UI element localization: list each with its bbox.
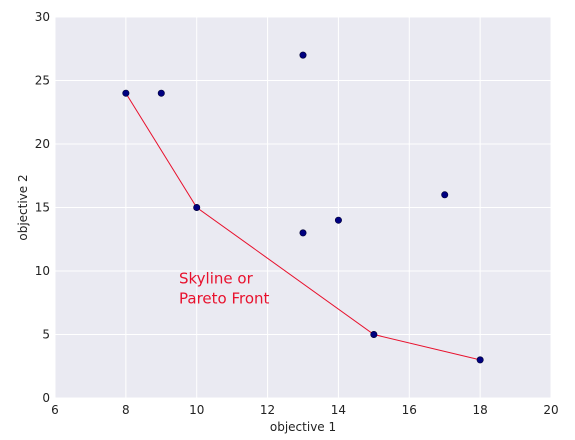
annotation-line: Pareto Front bbox=[179, 290, 270, 308]
x-tick-label: 6 bbox=[51, 403, 59, 417]
data-point bbox=[299, 229, 307, 237]
data-point bbox=[334, 216, 342, 224]
grid bbox=[54, 16, 552, 399]
data-point bbox=[441, 191, 449, 199]
y-tick-label: 0 bbox=[42, 391, 50, 405]
data-point bbox=[476, 356, 484, 364]
x-tick-label: 10 bbox=[189, 403, 204, 417]
y-axis-ticks: 0 5 10 15 20 25 30 bbox=[35, 10, 50, 405]
y-tick-label: 15 bbox=[35, 201, 50, 215]
data-point bbox=[193, 204, 201, 212]
x-tick-label: 8 bbox=[122, 403, 130, 417]
y-tick-label: 20 bbox=[35, 137, 50, 151]
annotation-line: Skyline or bbox=[179, 270, 254, 288]
points-layer bbox=[122, 51, 484, 364]
y-tick-label: 25 bbox=[35, 74, 50, 88]
data-point bbox=[299, 51, 307, 59]
x-tick-label: 20 bbox=[543, 403, 558, 417]
y-tick-label: 10 bbox=[35, 264, 50, 278]
pareto-front-annotation: Skyline or Pareto Front bbox=[179, 270, 270, 308]
x-tick-label: 18 bbox=[473, 403, 488, 417]
y-axis-label: objective 2 bbox=[16, 174, 30, 240]
x-tick-label: 12 bbox=[260, 403, 275, 417]
x-tick-label: 14 bbox=[331, 403, 346, 417]
y-tick-label: 5 bbox=[42, 328, 50, 342]
data-point bbox=[370, 330, 378, 338]
y-tick-label: 30 bbox=[35, 10, 50, 24]
x-axis-label: objective 1 bbox=[270, 420, 336, 434]
data-point bbox=[157, 89, 165, 97]
x-axis-ticks: 6 8 10 12 14 16 18 20 bbox=[51, 403, 558, 417]
pareto-front-layer bbox=[125, 92, 481, 361]
data-point bbox=[122, 89, 130, 97]
x-tick-label: 16 bbox=[402, 403, 417, 417]
pareto-front-line bbox=[125, 92, 481, 361]
